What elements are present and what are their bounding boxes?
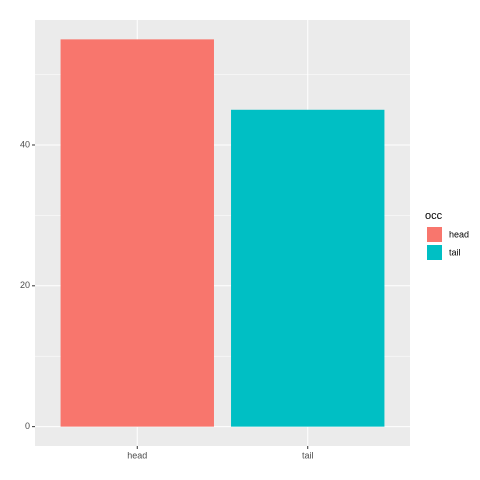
legend-label: head — [449, 229, 469, 239]
legend-key — [427, 227, 442, 242]
bar — [60, 39, 214, 427]
legend-label: tail — [449, 247, 461, 257]
y-tick-label: 0 — [25, 421, 30, 431]
x-tick-label: tail — [302, 450, 314, 460]
y-tick-label: 20 — [20, 280, 30, 290]
bar — [231, 109, 385, 427]
legend-key — [427, 245, 442, 260]
x-tick-label: head — [127, 450, 147, 460]
y-tick-label: 40 — [20, 139, 30, 149]
marks — [60, 39, 385, 427]
legend-title: occ — [425, 210, 443, 222]
